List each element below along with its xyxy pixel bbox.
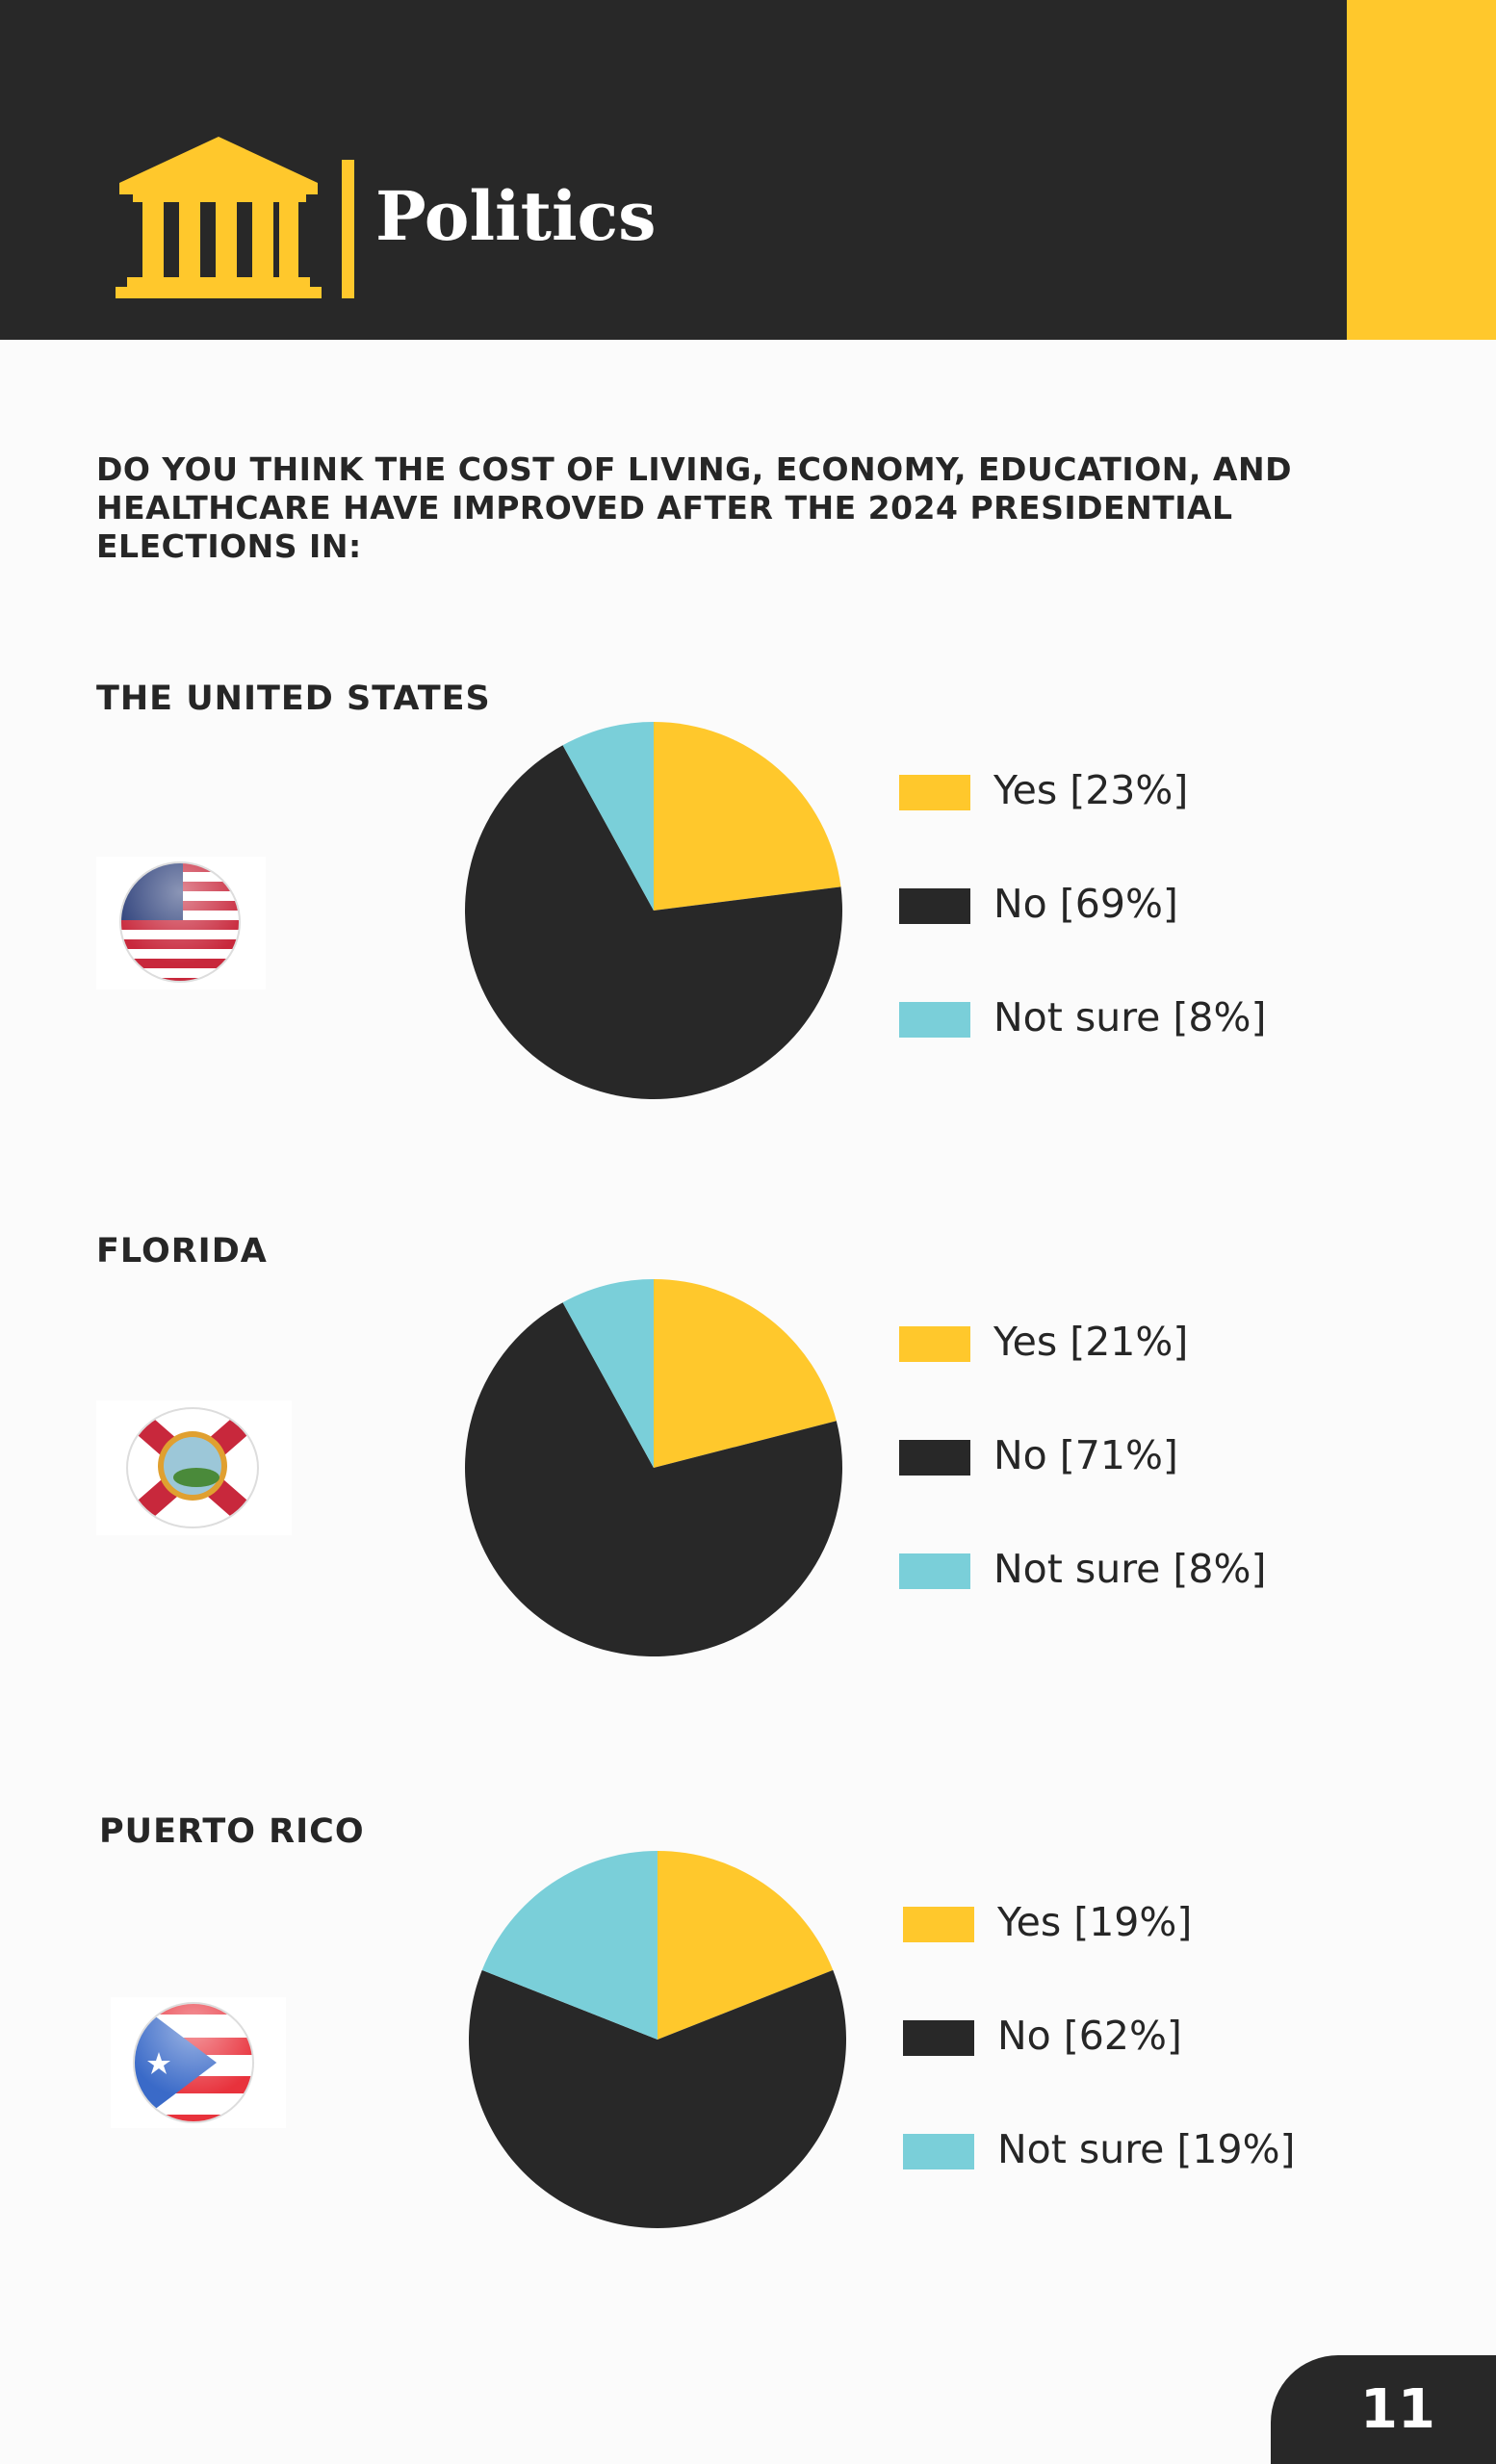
legend-swatch-not-sure xyxy=(903,2134,974,2169)
legend-swatch-no xyxy=(899,888,970,924)
section-heading-puerto-rico: PUERTO RICO xyxy=(99,1812,365,1851)
government-building-icon xyxy=(116,137,322,298)
section-heading-us: THE UNITED STATES xyxy=(96,680,491,718)
pie-slice-yes xyxy=(654,722,841,911)
header-banner: Politics xyxy=(0,0,1496,340)
legend-item-yes: Yes [23%] xyxy=(899,767,1380,813)
legend-item-no: No [62%] xyxy=(903,2013,1384,2059)
pie-slice-yes xyxy=(658,1851,834,2040)
legend-label: Not sure [8%] xyxy=(993,1546,1267,1592)
pie-slice-not-sure xyxy=(481,1851,658,2040)
pie-slice-no xyxy=(464,745,842,1099)
pie-slice-not-sure xyxy=(562,1279,654,1468)
legend-item-not-sure: Not sure [19%] xyxy=(903,2126,1384,2172)
pie-slice-no xyxy=(469,1969,846,2228)
survey-question: DO YOU THINK THE COST OF LIVING, ECONOMY… xyxy=(96,450,1292,565)
legend-item-yes: Yes [21%] xyxy=(899,1319,1380,1365)
page-title: Politics xyxy=(375,176,657,256)
pie-slice-no xyxy=(464,1302,842,1656)
legend-label: Not sure [8%] xyxy=(993,994,1267,1040)
section-heading-florida: FLORIDA xyxy=(96,1232,268,1270)
legend-label: No [62%] xyxy=(997,2013,1182,2059)
legend-item-not-sure: Not sure [8%] xyxy=(899,1546,1380,1592)
legend-item-no: No [69%] xyxy=(899,881,1380,927)
header-accent-bar xyxy=(1347,0,1496,340)
legend-label: Yes [19%] xyxy=(997,1899,1193,1945)
florida-flag-icon xyxy=(96,1400,292,1535)
pie-chart-puerto-rico xyxy=(469,1851,846,2228)
legend-label: Not sure [19%] xyxy=(997,2126,1296,2172)
legend-item-yes: Yes [19%] xyxy=(903,1899,1384,1945)
legend-label: Yes [23%] xyxy=(993,767,1189,813)
legend-swatch-yes xyxy=(903,1907,974,1942)
pie-slice-not-sure xyxy=(562,722,654,911)
legend-label: No [71%] xyxy=(993,1432,1178,1478)
page-number-tab: 11 xyxy=(1271,2355,1496,2464)
pie-slice-yes xyxy=(654,1279,837,1468)
pie-chart-florida xyxy=(464,1279,842,1656)
legend-item-no: No [71%] xyxy=(899,1432,1380,1478)
us-flag-icon xyxy=(96,857,266,989)
legend-swatch-not-sure xyxy=(899,1002,970,1038)
pie-chart-us xyxy=(464,722,842,1099)
page-number: 11 xyxy=(1360,2378,1435,2441)
legend-swatch-no xyxy=(903,2020,974,2056)
title-divider xyxy=(342,160,354,298)
legend-item-not-sure: Not sure [8%] xyxy=(899,994,1380,1040)
legend-label: No [69%] xyxy=(993,881,1178,927)
legend-label: Yes [21%] xyxy=(993,1319,1189,1365)
legend-swatch-not-sure xyxy=(899,1553,970,1589)
legend-swatch-no xyxy=(899,1440,970,1476)
legend-swatch-yes xyxy=(899,775,970,810)
legend-swatch-yes xyxy=(899,1326,970,1362)
puerto-rico-flag-icon xyxy=(111,1997,286,2128)
